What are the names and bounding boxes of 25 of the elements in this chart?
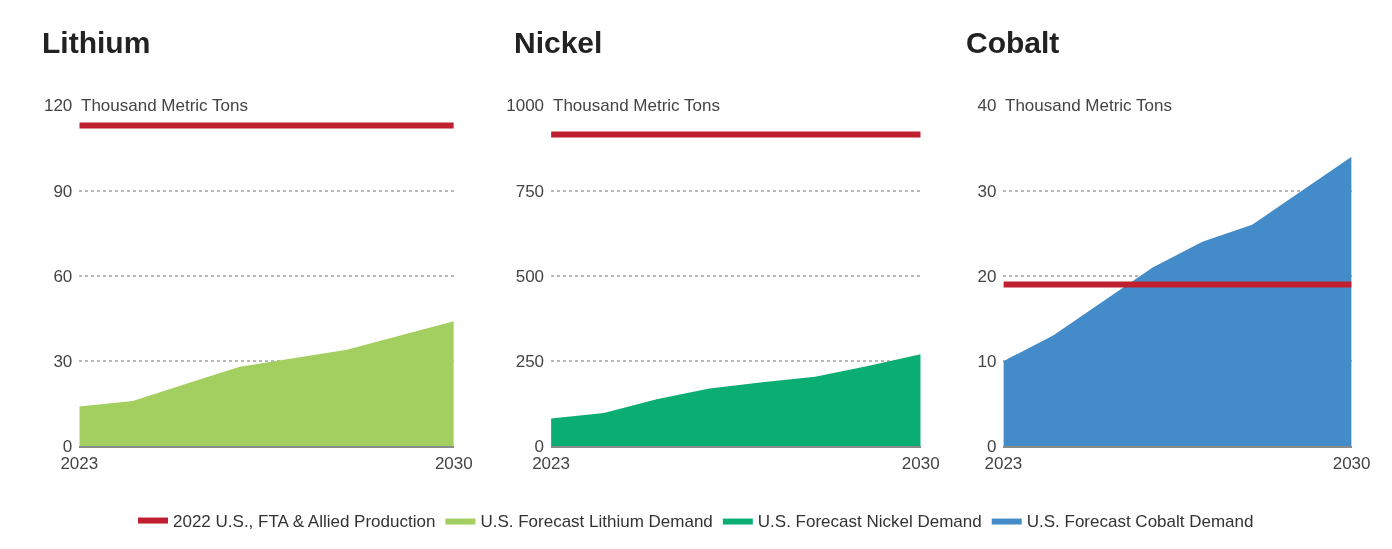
legend-label: U.S. Forecast Nickel Demand (757, 512, 982, 532)
x-tick-label: 2030 (1332, 453, 1371, 473)
y-tick-label: 500 (515, 266, 545, 286)
y-tick-label: 60 (53, 266, 73, 286)
y-tick-label: 10 (977, 352, 997, 372)
y-tick-label: 1000 (506, 96, 545, 116)
y-tick-label: 40 (977, 96, 997, 116)
y-tick-label: 750 (515, 181, 545, 201)
y-tick-label: 20 (977, 266, 997, 286)
y-axis-title: Thousand Metric Tons (1005, 96, 1172, 115)
x-tick-label: 2030 (434, 453, 473, 473)
y-axis-title: Thousand Metric Tons (81, 96, 248, 115)
chart-title: Nickel (514, 26, 603, 59)
chart-title: Cobalt (966, 26, 1060, 59)
y-tick-label: 250 (515, 352, 545, 372)
y-tick-label: 120 (43, 96, 73, 116)
y-tick-label: 30 (977, 181, 997, 201)
x-tick-label: 2030 (901, 453, 940, 473)
legend-label: U.S. Forecast Lithium Demand (480, 512, 713, 532)
y-tick-label: 30 (53, 352, 73, 372)
legend-label: U.S. Forecast Cobalt Demand (1026, 512, 1254, 532)
y-tick-label: 90 (53, 181, 73, 201)
chart-title: Lithium (42, 26, 151, 59)
y-axis-title: Thousand Metric Tons (553, 96, 720, 115)
legend-label: 2022 U.S., FTA & Allied Production (173, 512, 436, 532)
